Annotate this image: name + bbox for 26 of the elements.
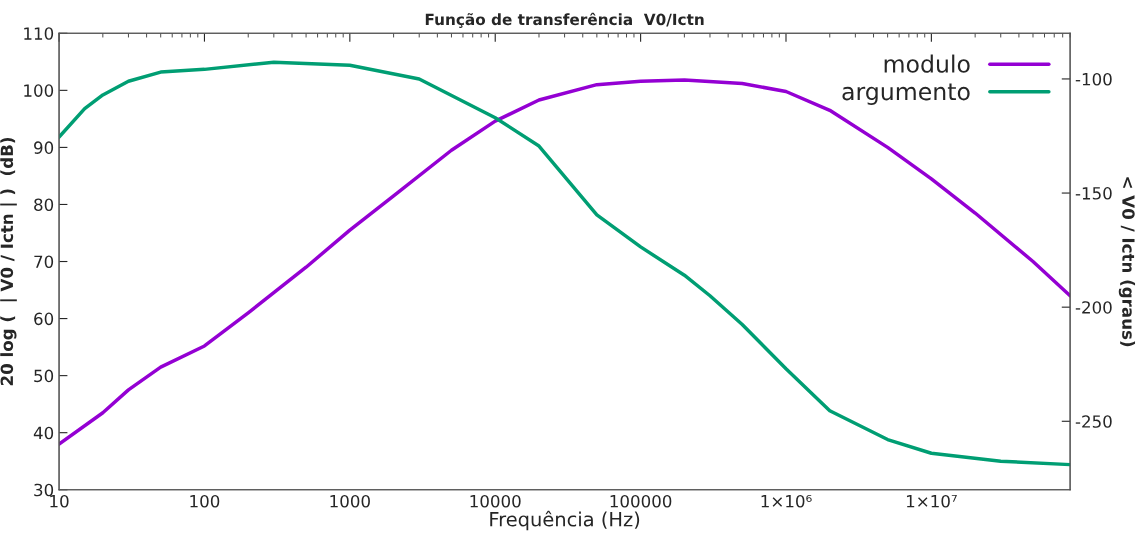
x-tick-label: 100 <box>190 494 220 508</box>
chart-title: Função de transferência V0/Ictn <box>425 12 704 28</box>
y-tick-label: 70 <box>34 255 54 269</box>
legend-label: argumento <box>842 83 970 105</box>
x-tick-label: 10000 <box>470 494 521 508</box>
x-tick-label: 1×10⁷ <box>906 494 957 508</box>
x-tick-label: 100000 <box>610 494 672 508</box>
x-tick-label: 10 <box>50 494 69 508</box>
y-axis-title: 20 log ( | V0 / Ictn | ) (dB) <box>0 138 17 386</box>
y2-axis-title: < V0 / Ictn (graus) <box>1118 177 1136 347</box>
y-tick-label: 30 <box>34 483 54 497</box>
x-tick-label: 1×10⁶ <box>761 494 812 508</box>
y2-tick-label: -250 <box>1075 415 1112 428</box>
legend-label: modulo <box>884 54 970 73</box>
y-tick-label: 100 <box>24 84 54 97</box>
y-tick-label: 40 <box>33 426 54 440</box>
x-tick-label: 1000 <box>330 494 370 508</box>
x-axis-title: Frequência (Hz) <box>490 510 640 531</box>
y2-tick-label: -150 <box>1075 187 1112 200</box>
y-tick-label: 60 <box>34 312 54 326</box>
y-tick-label: 110 <box>24 27 54 40</box>
y2-tick-label: -200 <box>1075 301 1112 314</box>
y2-tick-label: -100 <box>1075 72 1112 86</box>
y-tick-label: 80 <box>34 198 54 212</box>
y-tick-label: 50 <box>34 369 54 383</box>
y-tick-label: 90 <box>34 141 54 154</box>
